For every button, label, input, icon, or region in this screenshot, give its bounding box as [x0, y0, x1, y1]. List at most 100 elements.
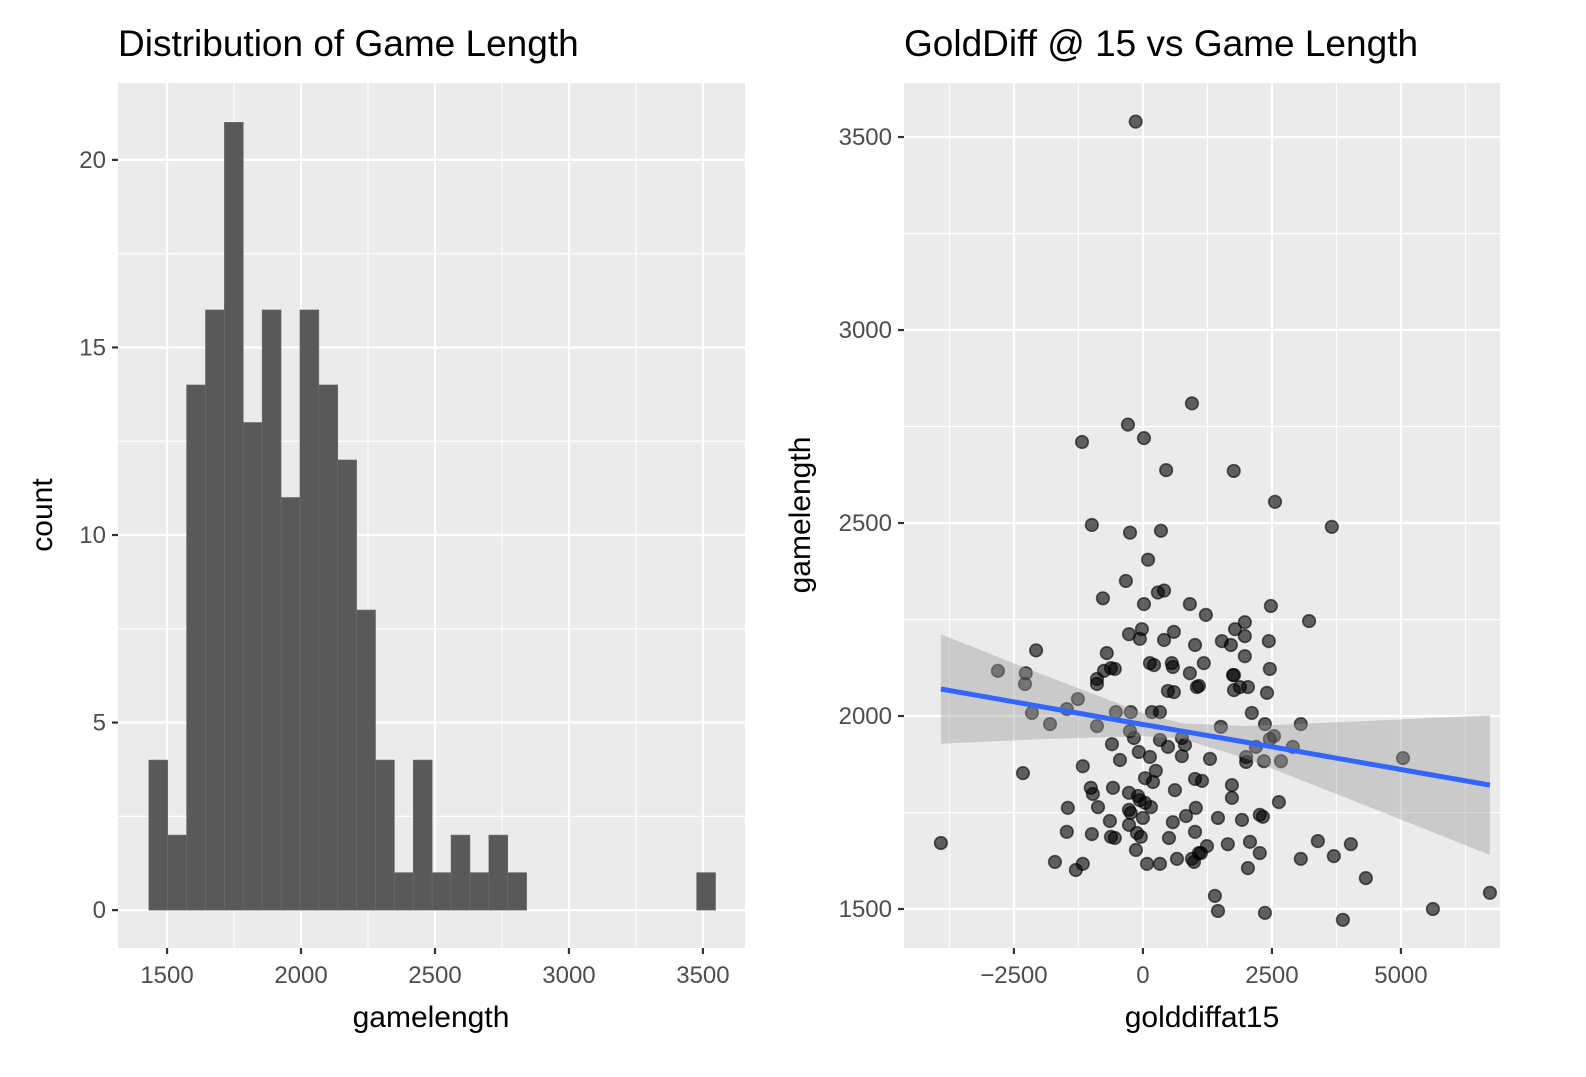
scatter-point [933, 835, 948, 851]
scatter-point [1146, 657, 1162, 673]
scatter-point [1244, 705, 1259, 721]
scatter-point [1099, 646, 1114, 661]
scatter-point [1263, 598, 1278, 614]
scatter-point [1120, 417, 1136, 432]
scatter-point [1102, 813, 1117, 829]
x-tick-label: 3000 [542, 962, 595, 989]
scatter-point [1191, 678, 1207, 694]
histogram-bar [450, 834, 471, 911]
scatter-point [1017, 676, 1033, 692]
scatter-point [1095, 591, 1111, 606]
scatter-point [1224, 790, 1240, 805]
scatter-point [1224, 778, 1240, 793]
scatter-point [1198, 607, 1213, 622]
histogram-bar [375, 759, 395, 911]
scatter-point [1256, 754, 1272, 769]
histogram-bar [318, 384, 339, 911]
regression-line [940, 686, 1491, 788]
scatter-point [1090, 800, 1106, 815]
scatter-point [1105, 780, 1121, 795]
x-tick-label: 1500 [140, 962, 193, 989]
scatter-point [1187, 824, 1203, 839]
scatter-point [1089, 718, 1105, 734]
y-tick-label: 20 [79, 147, 106, 174]
scatter-point [1213, 719, 1228, 734]
scatter-point [1068, 862, 1083, 878]
scatter-point [1301, 613, 1317, 629]
x-tick-label: 2500 [408, 962, 461, 989]
scatter-point [1029, 643, 1044, 658]
scatter-point [1240, 679, 1256, 695]
histogram-plot-area: 1500 2000 2500 3000 3500 0 5 10 15 20 [79, 83, 745, 989]
scatter-point [1207, 888, 1223, 903]
scatter-point [1223, 637, 1238, 653]
scatter-point [1015, 766, 1031, 781]
scatter-point [1202, 751, 1218, 766]
x-tick-label: 2500 [1245, 962, 1298, 989]
scatter-point [1047, 854, 1063, 870]
y-tick-label: 3500 [839, 124, 892, 151]
scatter-point [1261, 634, 1276, 649]
histogram-bar [148, 759, 169, 911]
scatter-plot-area: −2500 0 2500 5000 1500 2000 2500 3000 3500 [839, 83, 1500, 989]
y-tick-label: 15 [79, 334, 106, 361]
scatter-point [1118, 573, 1133, 589]
scatter-point [1343, 837, 1358, 852]
scatter-point [1070, 691, 1085, 707]
y-tick-label: 3000 [839, 317, 892, 344]
scatter-point [1196, 656, 1211, 671]
histogram-x-axis-label: gamelength [353, 1001, 510, 1034]
scatter-point [1060, 800, 1075, 815]
scatter-point [1395, 750, 1411, 766]
scatter-point [1136, 431, 1152, 446]
scatter-x-axis-label: golddiffat15 [1125, 1001, 1280, 1034]
scatter-point [1335, 912, 1350, 927]
histogram-bar [167, 834, 187, 911]
histogram-title: Distribution of Game Length [118, 23, 579, 64]
scatter-point [1226, 683, 1242, 698]
x-tick-label: 3500 [676, 962, 729, 989]
scatter-point [1226, 463, 1241, 479]
histogram-bar [205, 309, 225, 911]
histogram-bar [431, 872, 452, 911]
scatter-point [1182, 596, 1197, 612]
scatter-point [1042, 717, 1058, 732]
y-tick-label: 2000 [839, 703, 892, 730]
scatter-point [1122, 525, 1138, 540]
scatter-point [1135, 810, 1151, 826]
scatter-point [1128, 114, 1143, 129]
scatter-point [1161, 830, 1177, 846]
scatter-point [1152, 856, 1168, 871]
scatter-point [1152, 705, 1168, 720]
histogram-bar [337, 459, 357, 911]
scatter-point [1262, 661, 1277, 677]
scatter-point [1112, 752, 1128, 768]
histogram-bar [412, 759, 433, 911]
scatter-point [1156, 632, 1172, 648]
scatter-point [1123, 705, 1138, 720]
histogram-bar [299, 309, 320, 911]
scatter-y-axis-label: gamelength [784, 437, 817, 594]
scatter-point [1293, 717, 1308, 732]
scatter-point [1225, 668, 1241, 683]
scatter-point [1259, 685, 1275, 700]
scatter-point [1107, 830, 1122, 846]
scatter-point [1239, 754, 1254, 770]
scatter-point [1257, 717, 1273, 732]
histogram-bar [186, 384, 206, 911]
histogram-bar [224, 122, 244, 911]
scatter-point [1169, 851, 1185, 866]
confidence-band [940, 634, 1490, 855]
scatter-point [1165, 815, 1180, 830]
scatter-point [1104, 737, 1120, 752]
scatter-point [1255, 809, 1270, 824]
y-tick-label: 10 [79, 522, 106, 549]
x-tick-label: 0 [1136, 962, 1149, 989]
histogram-bar [394, 872, 414, 911]
scatter-point [1143, 800, 1159, 815]
scatter-point [1237, 649, 1252, 664]
histogram-bar [280, 497, 301, 911]
scatter-point [1174, 749, 1189, 764]
scatter-point [1482, 885, 1498, 900]
